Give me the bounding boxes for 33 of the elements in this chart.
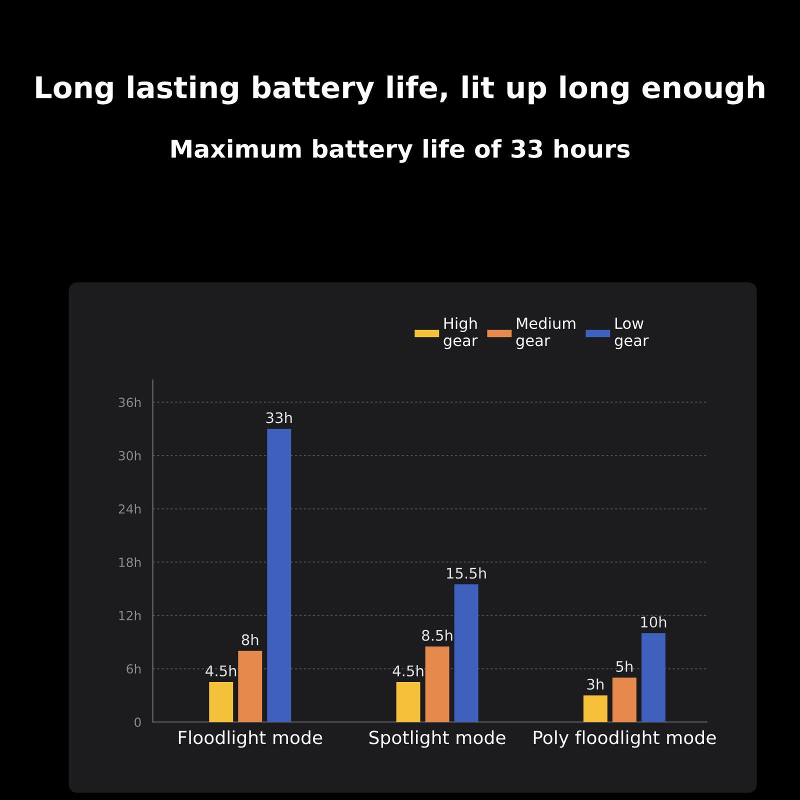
y-tick-label: 0 [134,717,141,727]
legend-label: Low gear [614,318,649,350]
y-tick-label: 6h [126,664,141,674]
data-label: 10h [641,616,666,628]
data-label: 3h [587,678,604,690]
bar [583,695,608,722]
data-label: 33h [266,412,292,424]
y-tick-label: 24h [118,504,141,514]
bar [641,633,666,722]
legend-label: High gear [444,317,478,350]
data-label: 4.5h [392,665,424,676]
chart-title: Long lasting battery life, lit up long enough [36,76,764,104]
chart-subtitle: Maximum battery life of 33 hours [172,139,630,163]
y-tick-label: 30h [118,450,141,460]
data-label: 5h [616,660,632,672]
y-tick-label: 12h [119,610,141,620]
data-label: 4.5h [206,665,236,676]
data-label: 8.5h [422,630,452,641]
x-tick-label: Floodlight mode [178,730,322,748]
bar [238,650,262,722]
bar [612,678,636,722]
x-tick-label: Poly floodlight mode [534,730,716,748]
bar [209,682,234,722]
bar [425,646,450,722]
legend-label: Medium gear [516,317,576,350]
y-tick-label: 18h [119,557,141,568]
y-tick-label: 36h [118,397,141,408]
bar [454,584,478,722]
data-label: 8h [242,634,258,646]
bar [267,428,292,722]
x-tick-label: Spotlight mode [369,730,506,748]
data-label: 15.5h [447,567,486,579]
bar [396,682,420,722]
